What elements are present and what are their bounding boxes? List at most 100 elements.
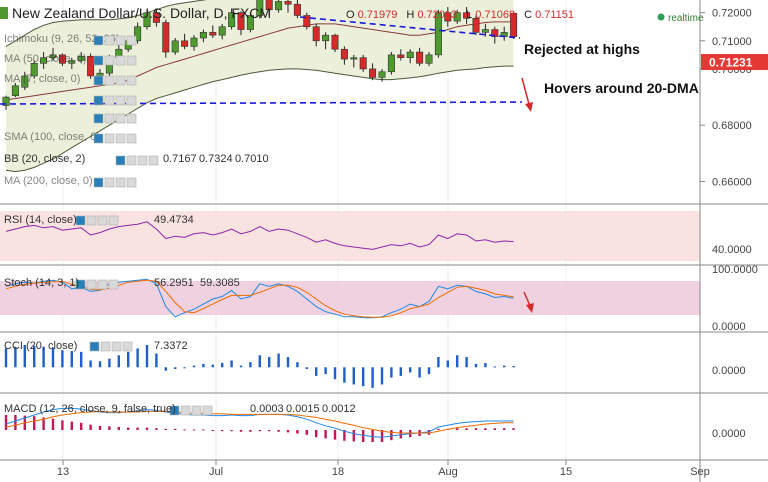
macd-bar [437,428,440,430]
eye-icon[interactable] [115,155,126,166]
ma7-label[interactable]: MA (7, close, 0) [4,73,80,85]
gear-icon[interactable] [104,113,115,124]
close-icon[interactable] [126,95,137,106]
plus-icon[interactable] [115,177,126,188]
close-icon[interactable] [108,279,119,290]
cci-bar [230,360,233,368]
macd-bar [333,430,337,440]
eye-icon[interactable] [93,55,104,66]
candle-body [510,12,518,37]
chart-title: New Zealand Dollar/U.S. Dollar, D, FXCM [12,5,271,21]
plus-icon[interactable] [137,155,148,166]
plus-icon[interactable] [191,405,202,416]
candle-body [40,57,48,64]
candle-body [275,1,283,11]
plus-icon[interactable] [97,279,108,290]
plus-icon[interactable] [111,341,122,352]
gear-icon[interactable] [126,155,137,166]
candle-body [199,32,207,39]
eye-icon[interactable] [93,177,104,188]
plus-icon[interactable] [115,75,126,86]
cci-bar [277,353,280,368]
rsi-label[interactable]: RSI (14, close) [4,214,77,226]
macd-bar [268,430,271,432]
gear-icon[interactable] [100,341,111,352]
gear-icon[interactable] [180,405,191,416]
close-icon[interactable] [126,75,137,86]
close-icon[interactable] [126,113,137,124]
close-icon[interactable] [148,155,159,166]
gear-icon[interactable] [86,215,97,226]
gear-icon[interactable] [104,75,115,86]
eye-icon[interactable] [75,279,86,290]
candle-body [87,55,95,77]
gear-icon[interactable] [86,279,97,290]
cci-bar [390,367,393,378]
cci-axis-tick: 0.0000 [712,365,746,377]
candle-body [96,72,104,77]
plus-icon[interactable] [115,95,126,106]
eye-icon[interactable] [169,405,180,416]
cci-bar [42,346,45,368]
cci-pane[interactable] [4,345,515,388]
close-icon[interactable] [122,341,133,352]
macd-bar [164,428,167,430]
macd-bar [183,429,186,431]
close-icon[interactable] [126,55,137,66]
close-icon[interactable] [126,177,137,188]
plus-icon[interactable] [97,215,108,226]
close-icon[interactable] [126,35,137,46]
candle-body [463,12,471,19]
macd-bar [399,430,402,439]
down-arrow-head-icon [525,102,533,112]
cci-bar [362,367,365,387]
macd-bar [89,424,92,430]
close-icon[interactable] [202,405,213,416]
eye-icon[interactable] [93,113,104,124]
upper-trendline[interactable] [299,16,521,39]
plus-icon[interactable] [115,113,126,124]
cci-bar [503,365,506,368]
sma100-label[interactable]: SMA (100, close, 0) [4,131,100,143]
gear-icon[interactable] [104,177,115,188]
macd-pane[interactable] [4,407,515,442]
macd-label[interactable]: MACD (12, 26, close, 9, false, true) [4,403,176,415]
close-icon[interactable] [126,133,137,144]
macd-bar [258,430,261,432]
ma200-label[interactable]: MA (200, close, 0) [4,175,93,187]
bb-label[interactable]: BB (20, close, 2) [4,153,85,165]
eye-icon[interactable] [93,133,104,144]
cci-label[interactable]: CCI (20, close) [4,340,77,352]
candle-body [397,54,405,58]
cci-bar [371,367,374,388]
eye-icon[interactable] [93,35,104,46]
plus-icon[interactable] [115,55,126,66]
time-axis[interactable]: 13 Jul 18 Aug 15 Sep [57,460,710,478]
stoch-label[interactable]: Stoch (14, 3, 1) [4,277,79,289]
gear-icon[interactable] [104,35,115,46]
candle-body [359,57,367,70]
collapse-toggle-icon[interactable] [0,7,8,19]
gear-icon[interactable] [104,95,115,106]
ma50-label[interactable]: MA (50, close, 0) [4,53,87,65]
candle-body [472,17,480,33]
eye-icon[interactable] [93,95,104,106]
legend-icon-strips[interactable] [75,35,213,416]
plus-icon[interactable] [115,35,126,46]
gear-icon[interactable] [104,55,115,66]
candle-body [378,71,386,78]
eye-icon[interactable] [89,341,100,352]
ichimoku-label[interactable]: Ichimoku (9, 26, 52, 26) [4,33,120,45]
gear-icon[interactable] [104,133,115,144]
time-axis-label: Aug [438,466,458,478]
eye-icon[interactable] [75,215,86,226]
eye-icon[interactable] [93,75,104,86]
close-icon[interactable] [108,215,119,226]
macd-bar [4,415,8,430]
candle-body [237,12,245,30]
plus-icon[interactable] [115,133,126,144]
cci-bar [239,365,243,368]
lower-trendline[interactable] [0,101,523,105]
